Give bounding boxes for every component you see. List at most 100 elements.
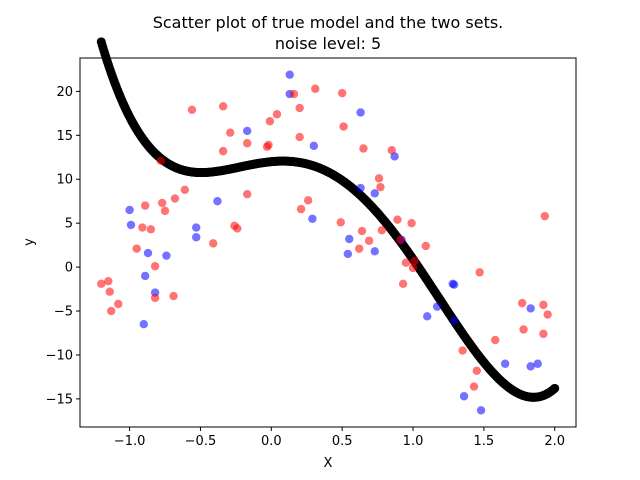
data-point bbox=[295, 103, 304, 113]
data-point bbox=[104, 276, 113, 286]
data-point bbox=[370, 189, 379, 198]
data-point bbox=[364, 236, 374, 245]
data-point bbox=[209, 239, 218, 248]
data-point bbox=[458, 346, 467, 355]
data-point bbox=[540, 211, 550, 221]
x-axis-label: X bbox=[324, 456, 333, 471]
y-axis: −15 −10 −5 0 5 10 15 20 bbox=[46, 85, 80, 407]
data-point bbox=[308, 214, 317, 223]
data-point bbox=[295, 132, 304, 142]
data-point bbox=[539, 329, 548, 339]
data-point bbox=[336, 218, 345, 227]
data-point bbox=[169, 291, 178, 301]
data-point bbox=[476, 406, 486, 415]
data-point bbox=[517, 298, 527, 308]
data-point bbox=[526, 304, 535, 313]
data-point bbox=[138, 223, 147, 232]
data-point bbox=[213, 197, 222, 206]
data-point bbox=[187, 105, 197, 115]
data-point bbox=[157, 198, 167, 208]
data-point bbox=[309, 141, 319, 151]
data-point bbox=[150, 293, 160, 303]
data-point bbox=[243, 189, 252, 199]
data-point bbox=[132, 244, 141, 253]
data-point bbox=[140, 271, 150, 281]
chart-title: Scatter plot of true model and the two s… bbox=[153, 13, 504, 32]
data-point bbox=[408, 263, 418, 273]
data-point bbox=[140, 201, 150, 210]
x-tick-label: −1.0 bbox=[114, 434, 146, 449]
data-point bbox=[401, 258, 411, 267]
data-point bbox=[264, 140, 273, 150]
data-point bbox=[500, 359, 510, 368]
data-point bbox=[357, 226, 367, 236]
data-point bbox=[150, 262, 160, 271]
data-point bbox=[356, 183, 365, 193]
data-point bbox=[343, 249, 353, 259]
data-point bbox=[180, 185, 190, 194]
data-point bbox=[432, 302, 442, 311]
data-point bbox=[374, 174, 384, 183]
data-point bbox=[354, 244, 364, 253]
x-tick-label: 1.0 bbox=[403, 434, 424, 449]
data-point bbox=[475, 268, 484, 277]
data-point bbox=[311, 84, 320, 93]
x-tick-label: 1.5 bbox=[474, 434, 495, 449]
data-point bbox=[160, 206, 170, 216]
data-point bbox=[519, 325, 528, 334]
data-point bbox=[398, 279, 408, 288]
data-point bbox=[143, 248, 153, 258]
data-point bbox=[289, 89, 299, 99]
data-point bbox=[370, 247, 379, 256]
data-point bbox=[459, 392, 469, 401]
data-point bbox=[156, 156, 165, 165]
true-model-curve bbox=[96, 37, 560, 402]
data-point bbox=[285, 70, 294, 79]
x-tick-label: −0.5 bbox=[185, 434, 217, 449]
y-tick-label: −15 bbox=[46, 392, 73, 407]
data-point bbox=[97, 279, 106, 288]
data-point bbox=[356, 108, 365, 117]
data-point bbox=[218, 102, 228, 111]
data-point bbox=[376, 182, 385, 192]
data-point bbox=[265, 117, 275, 126]
data-point bbox=[243, 126, 252, 136]
data-point bbox=[449, 316, 459, 325]
data-point bbox=[396, 235, 405, 245]
data-point bbox=[296, 204, 306, 214]
data-point bbox=[410, 256, 419, 266]
data-point bbox=[469, 382, 479, 391]
y-tick-label: 20 bbox=[56, 85, 73, 100]
data-point bbox=[543, 310, 552, 319]
data-point bbox=[449, 280, 459, 289]
data-point bbox=[393, 215, 402, 224]
x-tick-label: 0.5 bbox=[332, 434, 353, 449]
data-point bbox=[114, 299, 123, 309]
data-point bbox=[526, 362, 535, 371]
y-axis-label: y bbox=[22, 238, 37, 246]
data-point bbox=[105, 287, 114, 296]
data-point bbox=[345, 234, 354, 244]
data-point bbox=[218, 146, 228, 156]
data-point bbox=[233, 224, 242, 233]
data-point bbox=[423, 312, 432, 321]
x-tick-label: 2.0 bbox=[544, 434, 565, 449]
data-point bbox=[421, 241, 430, 251]
series-red-points bbox=[97, 84, 552, 391]
data-point bbox=[387, 146, 396, 155]
data-point bbox=[377, 226, 387, 235]
data-point bbox=[533, 359, 542, 368]
data-point bbox=[192, 233, 201, 242]
data-point bbox=[126, 220, 136, 230]
y-tick-label: 5 bbox=[65, 217, 73, 232]
data-point bbox=[359, 144, 368, 153]
data-point bbox=[243, 139, 252, 148]
data-point bbox=[125, 205, 134, 215]
data-point bbox=[539, 300, 548, 310]
data-point bbox=[491, 335, 500, 345]
data-point bbox=[472, 366, 481, 375]
x-axis: −1.0 −0.5 0.0 0.5 1.0 1.5 2.0 bbox=[114, 427, 565, 449]
chart-subtitle: noise level: 5 bbox=[275, 34, 381, 53]
data-point bbox=[226, 128, 235, 137]
